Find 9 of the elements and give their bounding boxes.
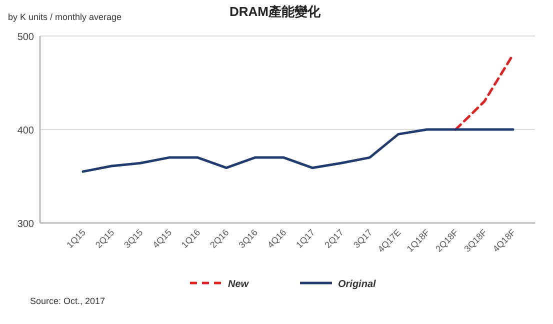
chart-title: DRAM產能變化 [230,4,322,19]
y-tick-label: 500 [17,32,34,43]
legend-label: Original [338,279,376,290]
y-axis-title: by K units / monthly average [8,12,122,22]
legend-label: New [228,279,250,290]
line-series [82,128,514,173]
y-tick-label: 400 [17,126,34,136]
y-tick-label: 300 [17,219,34,230]
source-note: Source: Oct., 2017 [30,296,106,306]
